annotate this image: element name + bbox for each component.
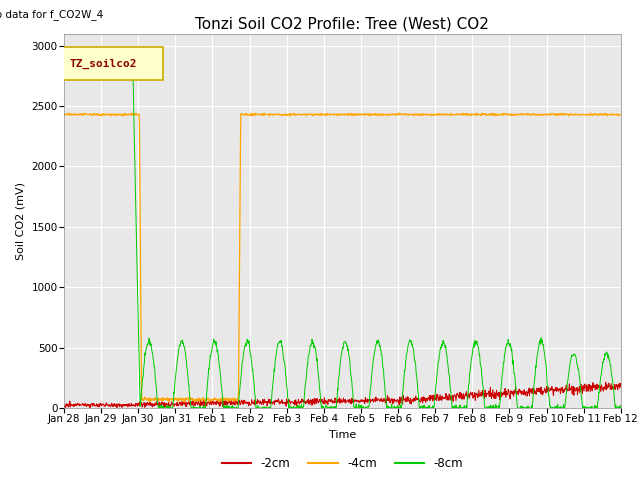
Text: TZ_soilco2: TZ_soilco2 (70, 59, 137, 69)
X-axis label: Time: Time (329, 430, 356, 440)
Y-axis label: Soil CO2 (mV): Soil CO2 (mV) (16, 182, 26, 260)
Legend: -2cm, -4cm, -8cm: -2cm, -4cm, -8cm (217, 453, 468, 475)
Title: Tonzi Soil CO2 Profile: Tree (West) CO2: Tonzi Soil CO2 Profile: Tree (West) CO2 (195, 16, 490, 31)
Text: No data for f_CO2W_4: No data for f_CO2W_4 (0, 9, 103, 20)
FancyBboxPatch shape (60, 48, 163, 80)
